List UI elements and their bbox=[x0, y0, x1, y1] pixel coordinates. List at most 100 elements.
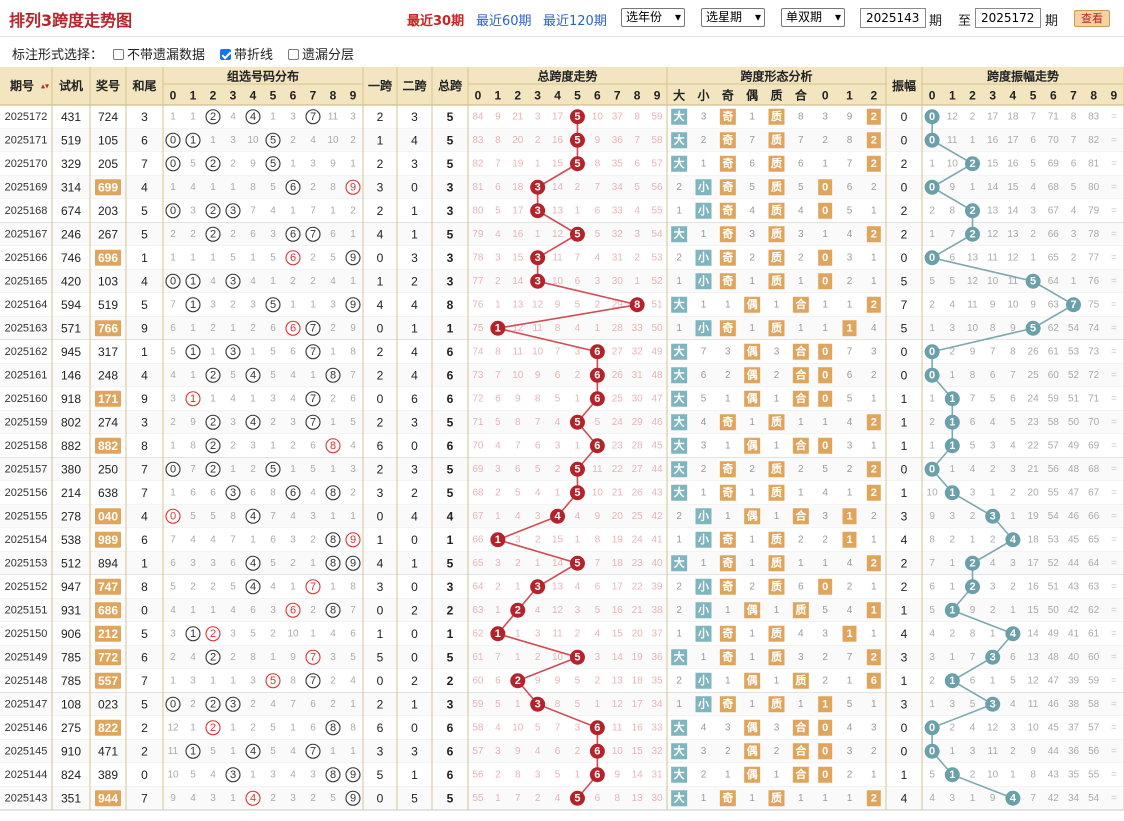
dist-miss: 5 bbox=[230, 252, 236, 263]
shape-mark-cell bbox=[671, 555, 688, 572]
trend-miss: 1 bbox=[575, 393, 581, 404]
dist-miss: 1 bbox=[230, 182, 236, 193]
from-issue-input[interactable]: 2025143 bbox=[860, 8, 926, 28]
trend-miss: 17 bbox=[512, 205, 524, 216]
shape-mark-cell bbox=[768, 249, 785, 266]
span2-cell: 3 bbox=[411, 110, 418, 124]
dist-miss: 4 bbox=[190, 793, 196, 804]
view-button[interactable]: 查看 bbox=[1074, 10, 1110, 27]
table-row bbox=[0, 716, 1124, 740]
amp-trend-miss: 37 bbox=[1068, 722, 1080, 733]
trend-miss: 8 bbox=[515, 417, 521, 428]
dist-miss: 6 bbox=[350, 393, 356, 404]
prize-cell: 267 bbox=[98, 227, 118, 241]
amp-cell: 0 bbox=[901, 251, 908, 265]
checkbox-icon[interactable] bbox=[113, 49, 124, 60]
year-select[interactable]: 选年份 bbox=[621, 8, 685, 27]
span-ball-value: 8 bbox=[634, 299, 640, 311]
to-issue-input[interactable]: 2025172 bbox=[975, 8, 1041, 28]
digit-header: 7 bbox=[1070, 89, 1077, 103]
dist-hit-circle bbox=[165, 696, 181, 712]
shape-mark-cell bbox=[744, 367, 761, 384]
table-row bbox=[0, 786, 1124, 810]
trend-miss: 2 bbox=[515, 558, 521, 569]
trend-miss: 29 bbox=[612, 299, 624, 310]
shape-miss: 1 bbox=[871, 769, 877, 780]
mod-mark-cell bbox=[818, 437, 833, 454]
shape-mark-cell bbox=[768, 578, 785, 595]
dist-miss: 1 bbox=[170, 252, 176, 263]
amp-trend-miss: 9 bbox=[1030, 299, 1036, 310]
amp-ball bbox=[1025, 320, 1041, 336]
sort-arrow-icon: ▴▾ bbox=[41, 82, 49, 91]
dist-hit-circle bbox=[165, 156, 181, 172]
dist-miss: 1 bbox=[330, 464, 336, 475]
parity-select[interactable]: 单双期 bbox=[781, 8, 845, 27]
total-span-cell: 6 bbox=[447, 345, 454, 359]
dist-miss: 2 bbox=[210, 323, 216, 334]
amp-trend-miss: 1 bbox=[929, 323, 935, 334]
mod-mark-cell bbox=[866, 132, 881, 149]
shape-miss: 7 bbox=[847, 346, 853, 357]
amp-trend-miss: 16 bbox=[987, 135, 999, 146]
weekday-select[interactable]: 选星期 bbox=[701, 8, 765, 27]
trend-miss: 11 bbox=[612, 722, 623, 733]
mod-mark: 0 bbox=[822, 369, 828, 381]
dist-miss: 2 bbox=[270, 793, 276, 804]
amp-trend-miss: 2 bbox=[970, 511, 976, 522]
trend-miss: 5 bbox=[595, 605, 601, 616]
option-no-miss[interactable]: 不带遗漏数据 bbox=[113, 44, 205, 63]
amp-trend-miss: 2 bbox=[929, 675, 935, 686]
trial-cell: 674 bbox=[61, 204, 81, 218]
issue-cell: 2025144 bbox=[5, 769, 48, 781]
trial-cell: 314 bbox=[61, 180, 81, 194]
option-with-line[interactable]: 带折线 bbox=[220, 44, 273, 63]
trend-miss: 6 bbox=[555, 746, 561, 757]
prize-repeat-badge bbox=[95, 390, 121, 407]
prize-cell: 638 bbox=[98, 486, 118, 500]
trend-miss: 2 bbox=[555, 464, 561, 475]
dist-miss: 5 bbox=[170, 581, 176, 592]
checkbox-icon[interactable] bbox=[288, 49, 299, 60]
dist-miss: 1 bbox=[350, 699, 356, 710]
trend-miss: 7 bbox=[495, 370, 501, 381]
dist-miss: 3 bbox=[270, 605, 276, 616]
dist-hit-circle bbox=[185, 743, 201, 759]
dist-hit-digit: 5 bbox=[270, 675, 276, 687]
range-120-link[interactable]: 最近120期 bbox=[543, 14, 607, 29]
span1-cell: 1 bbox=[377, 133, 384, 147]
span-ball bbox=[569, 555, 585, 571]
dist-miss: 2 bbox=[230, 652, 236, 663]
option-miss-layer[interactable]: 遗漏分层 bbox=[288, 44, 354, 63]
shape-mark-cell bbox=[719, 790, 736, 807]
dist-miss: 4 bbox=[310, 487, 316, 498]
span-ball-value: 3 bbox=[535, 275, 541, 287]
dist-hit-circle bbox=[325, 438, 341, 454]
range-60-link[interactable]: 最近60期 bbox=[476, 14, 532, 29]
mod-mark-cell bbox=[866, 155, 881, 172]
amp-trend-miss: 69 bbox=[1048, 158, 1060, 169]
trend-miss: 56 bbox=[472, 769, 484, 780]
amp-cell: 4 bbox=[901, 791, 908, 805]
shape-mark-cell bbox=[671, 367, 688, 384]
range-30-link[interactable]: 最近30期 bbox=[407, 14, 465, 29]
mod-mark: 2 bbox=[871, 792, 877, 804]
span-ball bbox=[530, 579, 546, 595]
amp-trend-miss: 20 bbox=[1028, 487, 1040, 498]
dist-miss: 1 bbox=[290, 464, 296, 475]
sum-tail-cell: 6 bbox=[141, 533, 148, 547]
dist-miss: 8 bbox=[230, 511, 236, 522]
prize-cell: 205 bbox=[98, 157, 118, 171]
shape-header: 合 bbox=[795, 88, 808, 103]
shape-mark-cell bbox=[719, 132, 736, 149]
amp-trend-miss: 60 bbox=[1088, 652, 1100, 663]
amp-ball bbox=[965, 579, 980, 595]
dist-miss: 5 bbox=[210, 746, 216, 757]
trend-miss: 9 bbox=[515, 393, 521, 404]
amp-cell: 2 bbox=[901, 580, 908, 594]
digit-header: 7 bbox=[310, 89, 317, 103]
dist-miss: 5 bbox=[270, 252, 276, 263]
checkbox-checked-icon[interactable] bbox=[220, 49, 231, 60]
trend-miss: 20 bbox=[632, 628, 644, 639]
trend-miss: 7 bbox=[515, 793, 521, 804]
